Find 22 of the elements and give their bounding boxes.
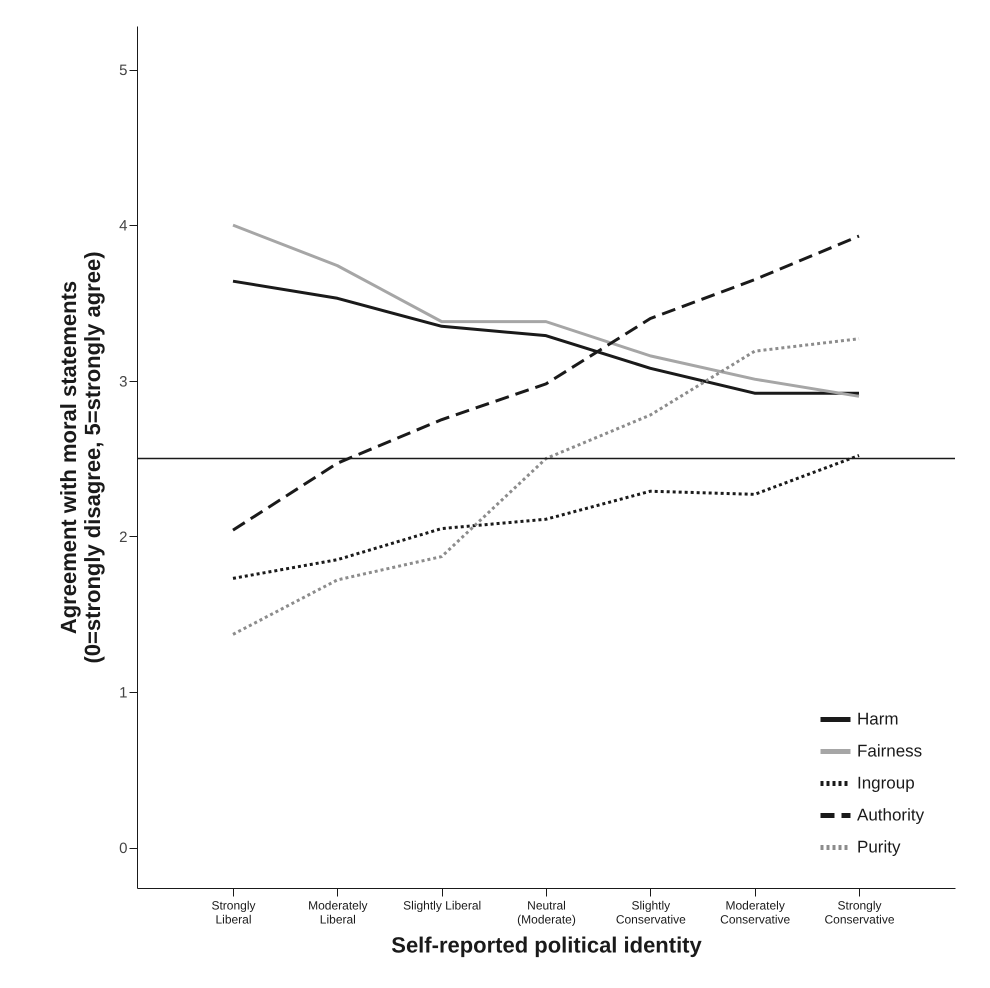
- x-tick-label: Moderately Conservative: [720, 898, 791, 926]
- y-tick-label: 4: [119, 218, 128, 235]
- x-tick-label: Strongly Conservative: [824, 898, 895, 926]
- y-tick-label: 2: [119, 528, 128, 546]
- legend-label: Ingroup: [857, 774, 915, 792]
- legend-label: Fairness: [857, 742, 922, 760]
- x-axis-title: Self-reported political identity: [391, 932, 703, 958]
- legend-label: Purity: [857, 838, 901, 856]
- x-tick-label: Slightly Liberal: [403, 898, 482, 912]
- y-tick-label: 0: [119, 840, 128, 858]
- y-tick-label: 3: [119, 373, 128, 390]
- line-series: [231, 224, 861, 398]
- legend-label: Authority: [857, 806, 925, 824]
- line-series: [231, 337, 861, 636]
- y-tick-label: 5: [119, 62, 128, 80]
- x-tick-label: Strongly Liberal: [211, 898, 256, 926]
- legend-label: Harm: [857, 710, 899, 728]
- x-tick-label: Neutral (Moderate): [517, 898, 576, 926]
- y-axis-title: Agreement with moral statements (0=strongly disagree, 5=strongly agree): [56, 251, 106, 664]
- x-tick-label: Slightly Conservative: [616, 898, 686, 926]
- x-tick-label: Moderately Liberal: [308, 898, 368, 926]
- y-tick-label: 1: [119, 684, 128, 702]
